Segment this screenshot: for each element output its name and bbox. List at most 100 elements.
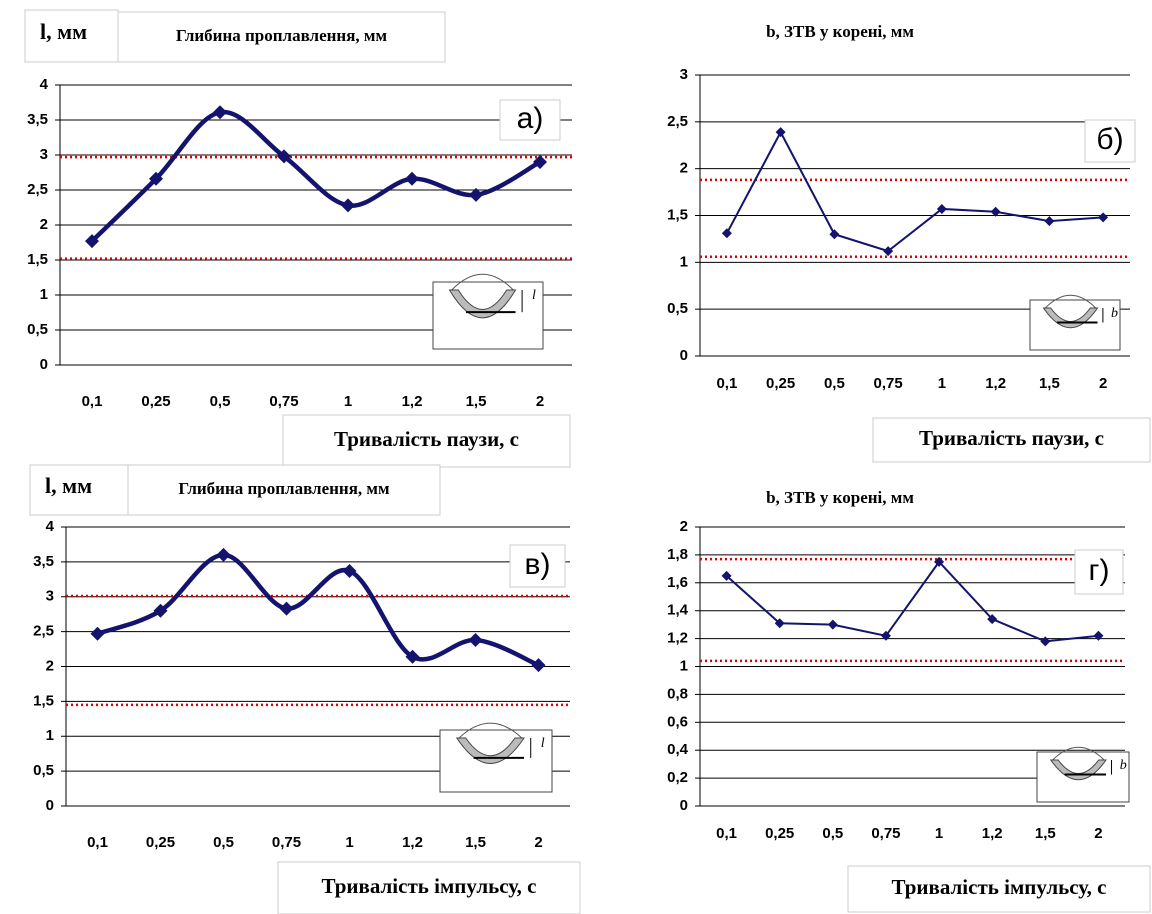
x-tick-label: 0,5 <box>822 825 843 842</box>
x-tick-label: 2 <box>536 393 544 410</box>
chart-title: b, ЗТВ у корені, мм <box>766 488 914 507</box>
x-tick-label: 2 <box>534 834 542 851</box>
marker <box>216 547 231 562</box>
y-tick-label: 0,6 <box>667 713 688 730</box>
x-tick-label: 1,5 <box>1035 825 1056 842</box>
y-tick-label: 0,5 <box>27 321 48 338</box>
y-tick-label: 4 <box>46 518 55 535</box>
chart: 0 0,2 0,4 0,6 0,8 1 1,2 1,4 1,6 1,8 2 b 0,1 0,25 0,5 0,… <box>667 488 1151 913</box>
y-tick-label: 0 <box>680 347 688 364</box>
x-tick-label: 1,2 <box>402 834 423 851</box>
x-tick-label: 1 <box>935 825 943 842</box>
y-tick-label: 1 <box>680 657 688 674</box>
y-tick-label: 1,5 <box>667 206 688 223</box>
y-tick-label: 0 <box>46 797 54 814</box>
marker <box>1093 630 1104 641</box>
y-tick-label: 0,5 <box>33 762 54 779</box>
marker <box>342 563 357 578</box>
y-tick-label: 3 <box>40 146 48 163</box>
chart-title: Глибина проплавлення, мм <box>176 26 388 45</box>
marker <box>990 206 1001 217</box>
y-tick-label: 2 <box>680 518 688 535</box>
y-tick-label: 0,8 <box>667 685 688 702</box>
inset-label: l <box>541 736 545 751</box>
y-tick-label: 0 <box>40 356 48 373</box>
inset-label: l <box>532 288 536 303</box>
y-tick-label: 2 <box>46 657 54 674</box>
annotation: в) <box>525 548 551 581</box>
x-tick-label: 0,75 <box>272 834 301 851</box>
y-axis-label: l, мм <box>45 473 92 498</box>
y-tick-label: 0,5 <box>667 300 688 317</box>
chart-title: b, ЗТВ у корені, мм <box>766 22 914 41</box>
chart: 0 0,5 1 1,5 2 2,5 3 3,5 4 l 0,1 0,25 0,5 0,75 1 1,2 1,5 2… <box>29 464 581 914</box>
marker <box>987 614 998 625</box>
y-tick-label: 2 <box>680 160 688 177</box>
label-box <box>24 9 119 63</box>
x-tick-label: 2 <box>1094 825 1102 842</box>
label-box <box>282 414 571 468</box>
x-tick-label: 0,1 <box>82 393 103 410</box>
y-tick-label: 1 <box>680 253 688 270</box>
annotation: б) <box>1096 123 1123 156</box>
chart: 0 0,5 1 1,5 2 2,5 3 b 0,1 0,25 0,5 0,75 1 1,2 1,5 2 b, З… <box>667 22 1151 463</box>
x-axis-label: Тривалість імпульсу, с <box>322 874 537 898</box>
marker <box>829 229 840 240</box>
marker <box>279 601 294 616</box>
marker <box>934 556 945 567</box>
y-tick-label: 1 <box>40 286 48 303</box>
y-tick-label: 2 <box>40 216 48 233</box>
x-tick-label: 0,1 <box>716 375 737 392</box>
y-tick-label: 2,5 <box>27 181 48 198</box>
y-tick-label: 2,5 <box>667 113 688 130</box>
x-tick-label: 0,25 <box>765 825 794 842</box>
title-box <box>127 464 441 516</box>
x-tick-label: 1 <box>344 393 352 410</box>
marker <box>827 619 838 630</box>
weld-cap <box>1052 746 1105 761</box>
x-axis-label: Тривалість паузи, с <box>919 426 1104 450</box>
marker <box>1098 212 1109 223</box>
marker <box>880 630 891 641</box>
label-box <box>277 861 581 914</box>
x-tick-label: 0,5 <box>210 393 231 410</box>
marker <box>883 246 894 257</box>
y-tick-label: 2,5 <box>33 623 54 640</box>
marker <box>85 234 99 249</box>
x-tick-label: 1,5 <box>1039 375 1060 392</box>
inset-label: b <box>1120 758 1127 773</box>
marker <box>531 658 546 673</box>
marker <box>90 626 105 641</box>
x-tick-label: 1,5 <box>465 834 486 851</box>
marker <box>936 203 947 214</box>
x-tick-label: 0,75 <box>269 393 298 410</box>
x-tick-label: 1,2 <box>985 375 1006 392</box>
marker <box>341 198 355 213</box>
annotation-box <box>499 99 561 141</box>
y-tick-label: 0 <box>680 797 688 814</box>
x-tick-label: 1 <box>345 834 353 851</box>
x-axis-label: Тривалість паузи, с <box>334 427 519 451</box>
marker <box>213 105 227 120</box>
annotation: г) <box>1089 554 1110 587</box>
chart-title: Глибина проплавлення, мм <box>178 479 390 498</box>
x-tick-label: 0,1 <box>716 825 737 842</box>
marker <box>277 149 291 164</box>
marker <box>774 618 785 629</box>
marker <box>1044 216 1055 227</box>
weld-cap <box>1044 294 1097 309</box>
marker <box>405 171 419 186</box>
y-tick-label: 1,4 <box>667 602 689 619</box>
y-tick-label: 0,4 <box>667 741 689 758</box>
label-box <box>29 464 129 516</box>
y-tick-label: 3 <box>680 66 688 83</box>
x-tick-label: 1,5 <box>466 393 487 410</box>
x-tick-label: 0,75 <box>871 825 900 842</box>
x-tick-label: 1,2 <box>982 825 1003 842</box>
x-tick-label: 1 <box>938 375 946 392</box>
y-tick-label: 1,8 <box>667 546 688 563</box>
marker <box>153 603 168 618</box>
marker <box>405 649 420 664</box>
y-tick-label: 1 <box>46 727 54 744</box>
